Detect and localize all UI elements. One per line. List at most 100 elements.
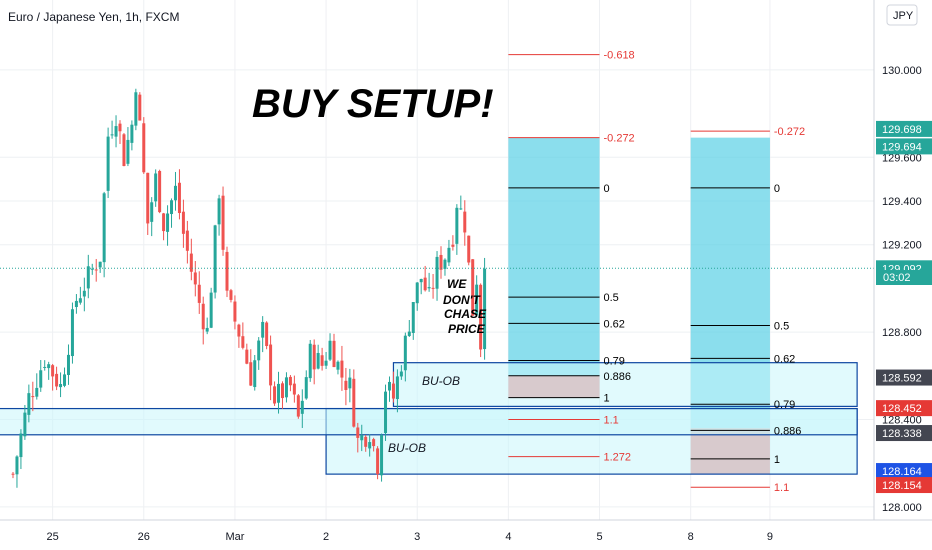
candle-body-102 [415,282,419,304]
candle-body-100 [407,331,411,336]
fib-level-label-0-9: 1.272 [603,452,631,464]
price-badge-text-1: 129.694 [882,141,922,153]
y-tick-label-0: 130.000 [882,65,922,77]
note-line-4: PRICE [448,322,486,336]
order-block-0 [392,362,858,407]
candle-body-81 [332,340,336,368]
candle-body-2 [19,433,23,458]
candle-body-119 [483,268,487,350]
candle-body-41 [173,185,177,201]
candle-body-19 [86,266,90,289]
candle-body-24 [106,136,110,191]
candle-body-6 [35,387,39,397]
y-tick-label-3: 129.200 [882,240,922,252]
candle-body-104 [423,277,427,291]
y-tick-labels: 130.000 129.600 129.400 129.200 128.800 128.4… [882,65,922,514]
candle-body-0 [11,473,15,475]
fib-level-label-0-8: 1.1 [603,414,618,426]
candle-body-61 [253,360,257,388]
price-axis-background [874,0,932,520]
candle-body-90 [368,442,372,449]
candle-body-44 [185,230,189,251]
candle-body-45 [189,253,193,272]
x-tick-label-5: 4 [505,531,511,543]
candle-body-49 [205,327,209,332]
x-tick-label-6: 5 [596,531,602,543]
fib-level-label-0-1: -0.272 [603,133,634,145]
time-axis[interactable]: 25 26 Mar 2 3 4 5 8 9 [0,519,932,550]
note-line-1: WE [447,277,467,291]
fib-level-label-0-5: 0.79 [603,356,624,368]
fib-level-label-1-1: -0.272 [774,126,805,138]
order-block-label-upper: BU-OB [422,374,460,388]
candle-body-60 [249,362,253,386]
candle-body-23 [102,193,106,263]
candle-body-112 [455,207,459,244]
fib-level-label-1-6: 0.886 [774,425,802,437]
candle-body-106 [431,287,435,289]
candle-body-80 [328,340,332,360]
price-badge-text-5: 128.338 [882,428,922,440]
x-tick-label-8: 9 [767,531,773,543]
candle-body-50 [209,292,213,328]
fib-level-label-1-3: 0.5 [774,321,789,333]
candle-body-35 [150,202,154,222]
candle-body-64 [265,322,269,347]
price-badge-text-7: 128.154 [882,480,922,492]
candle-body-79 [324,360,328,366]
candle-body-94 [384,391,388,434]
note-line-2: DON'T [443,293,482,307]
candle-body-1 [15,456,19,475]
price-badge-3 [876,369,932,386]
price-badge-text-4: 128.452 [882,403,922,415]
fib-level-label-0-0: -0.618 [603,50,634,62]
candle-body-10 [51,365,55,377]
candle-body-51 [213,225,217,293]
fib-level-label-1-2: 0 [774,183,780,195]
candle-body-78 [320,355,324,366]
candle-body-20 [90,268,94,270]
price-badge-text-0: 129.698 [882,124,922,136]
candle-body-3 [23,412,27,437]
y-tick-label-5: 128.400 [882,414,922,426]
fib-level-label-1-7: 1 [774,454,780,466]
candle-body-17 [78,298,82,303]
candle-body-85 [348,377,352,389]
price-axis[interactable]: 130.000 129.600 129.400 129.200 128.800 128.4… [873,0,932,520]
candle-body-93 [380,435,384,476]
candle-body-42 [177,182,181,214]
candle-body-118 [479,284,483,350]
candle-body-65 [269,344,273,386]
candle-body-29 [126,139,130,164]
fib-level-label-0-4: 0.62 [603,318,624,330]
candle-body-91 [372,439,376,447]
candle-body-88 [360,435,364,441]
candle-body-48 [201,303,205,330]
candle-body-101 [411,302,415,333]
countdown-badge: 03:02 [876,270,932,285]
candle-body-7 [39,370,43,388]
y-tick-label-6: 128.000 [882,502,922,514]
candle-body-74 [304,377,308,399]
candle-body-82 [336,361,340,370]
candle-body-95 [387,381,391,391]
candle-body-58 [241,336,245,348]
y-tick-label-4: 128.800 [882,327,922,339]
fib-level-label-0-2: 0 [603,183,609,195]
candle-body-16 [74,300,78,308]
candle-body-86 [352,378,356,427]
fib-level-label-0-3: 0.5 [603,292,618,304]
fib-level-label-1-4: 0.62 [774,353,795,365]
countdown-background [876,270,932,285]
currency-button[interactable]: JPY [886,4,918,26]
candle-body-72 [296,395,300,417]
candle-body-107 [435,256,439,289]
candle-body-52 [217,198,221,225]
candle-body-99 [403,335,407,371]
candle-body-38 [162,213,166,232]
price-badge-1 [876,138,932,155]
price-badge-text-6: 128.164 [882,466,922,478]
title-bar: Euro / Japanese Yen, 1h, FXCM [8,10,179,24]
